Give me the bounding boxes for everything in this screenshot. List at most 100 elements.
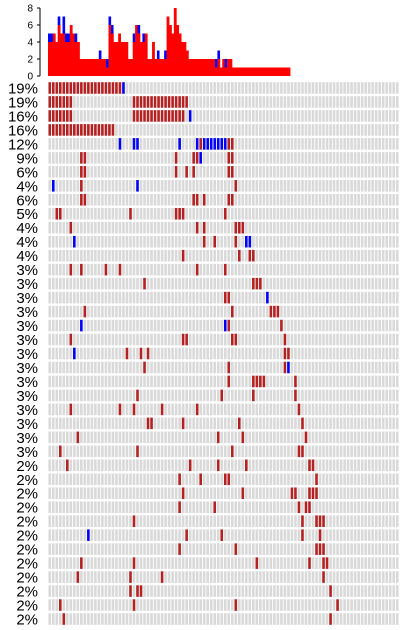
empty-cell [255,487,259,500]
red-bar [108,25,112,76]
empty-cell [273,473,276,486]
empty-cell [371,110,374,122]
red-alteration-cell [139,585,143,597]
empty-cell [266,124,269,136]
empty-cell [318,193,322,206]
empty-cell [269,124,273,136]
empty-cell [143,193,146,206]
empty-cell [276,445,280,458]
empty-cell [216,585,220,597]
empty-cell [153,152,157,164]
empty-cell [392,138,396,150]
empty-cell [385,361,389,374]
empty-cell [153,207,157,220]
red-alteration-cell [76,124,80,136]
empty-cell [195,529,199,541]
empty-cell [174,375,178,388]
empty-cell [245,166,248,178]
empty-cell [150,459,153,472]
empty-cell [336,613,339,625]
red-bar [173,8,177,76]
empty-cell [216,207,220,220]
empty-cell [146,459,150,472]
empty-cell [97,110,101,122]
red-bar [154,59,158,76]
empty-cell [395,124,399,136]
empty-cell [315,235,318,248]
empty-cell [167,389,171,402]
empty-cell [115,389,118,402]
empty-cell [262,96,266,108]
empty-cell [118,124,122,136]
row-percent-label: 3% [16,318,38,335]
empty-cell [318,96,322,108]
empty-cell [367,487,371,500]
empty-cell [374,501,378,514]
empty-cell [350,529,353,541]
empty-cell [301,305,304,318]
red-bar [115,42,119,76]
empty-cell [371,291,374,304]
empty-cell [192,291,195,304]
empty-cell [339,431,343,444]
empty-cell [174,403,178,416]
empty-cell [73,180,76,192]
row-percent-label: 4% [16,178,38,195]
empty-cell [297,152,301,164]
empty-cell [206,263,210,276]
row-percent-label: 4% [16,248,38,265]
empty-cell [287,557,290,569]
empty-cell [346,124,350,136]
empty-cell [143,166,146,178]
empty-cell [276,82,280,94]
empty-cell [157,613,160,625]
empty-cell [178,529,181,541]
red-alteration-cell [83,305,87,318]
empty-cell [388,543,392,555]
empty-cell [308,124,311,136]
empty-cell [332,277,336,290]
empty-cell [329,529,332,541]
empty-cell [395,207,399,220]
empty-cell [76,557,80,569]
empty-cell [248,333,252,346]
empty-cell [245,193,248,206]
empty-cell [185,361,188,374]
empty-cell [237,403,241,416]
empty-cell [339,361,343,374]
empty-cell [381,459,385,472]
empty-cell [223,417,227,430]
empty-cell [167,235,171,248]
empty-cell [76,138,80,150]
empty-cell [76,152,80,164]
red-alteration-cell [164,96,167,108]
empty-cell [329,180,332,192]
empty-cell [153,445,157,458]
empty-cell [343,193,346,206]
empty-cell [381,431,385,444]
empty-cell [87,613,90,625]
red-bar [55,42,59,76]
empty-cell [209,347,213,360]
empty-cell [80,110,83,122]
empty-cell [332,319,336,332]
empty-cell [388,96,392,108]
empty-cell [55,361,59,374]
empty-cell [157,529,160,541]
row-percent-label: 4% [16,220,38,237]
empty-cell [395,82,399,94]
empty-cell [325,375,329,388]
empty-cell [343,403,346,416]
empty-cell [332,207,336,220]
empty-cell [392,543,396,555]
red-alteration-cell [150,110,153,122]
empty-cell [206,193,210,206]
red-bar [183,42,187,76]
empty-cell [266,501,269,514]
empty-cell [178,235,181,248]
red-alteration-cell [48,124,52,136]
empty-cell [118,389,122,402]
empty-cell [178,361,181,374]
empty-cell [237,529,241,541]
empty-cell [185,389,188,402]
